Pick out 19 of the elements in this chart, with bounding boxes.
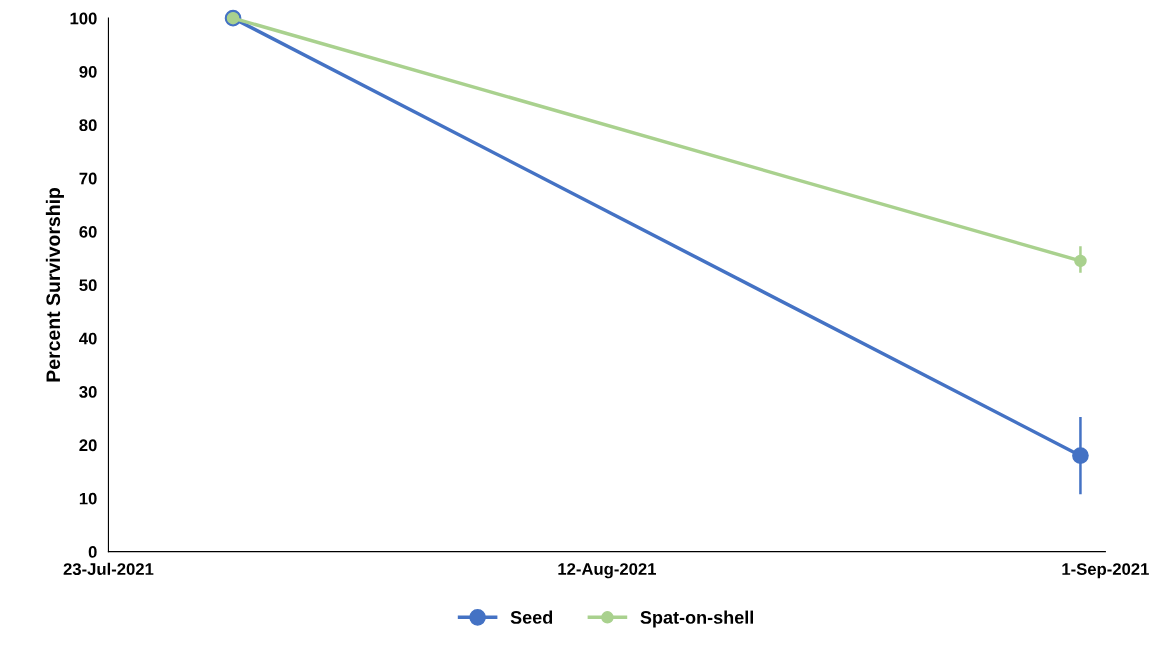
y-tick-label: 90	[79, 65, 97, 78]
y-tick-label: 50	[79, 279, 97, 292]
y-axis-title: Percent Survivorship	[45, 187, 64, 382]
y-tick-label: 0	[88, 546, 97, 558]
legend-label: Seed	[510, 610, 553, 624]
x-tick-label: 23-Jul-2021	[63, 562, 154, 576]
legend-label: Spat-on-shell	[640, 610, 753, 628]
y-tick-label: 80	[79, 119, 97, 132]
y-tick-label: 10	[79, 492, 97, 505]
y-tick-label: 20	[79, 439, 97, 452]
y-tick-label: 40	[79, 332, 97, 345]
y-tick-label: 30	[79, 386, 97, 398]
y-tick-label: 100	[70, 12, 97, 25]
y-tick-label: 60	[79, 225, 97, 238]
x-tick-label: 1-Sep-2021	[1062, 563, 1149, 579]
point	[1072, 447, 1089, 464]
y-tick-label: 70	[79, 172, 97, 185]
point	[1074, 254, 1087, 268]
x-tick-label: 12-Aug-2021	[558, 563, 656, 579]
